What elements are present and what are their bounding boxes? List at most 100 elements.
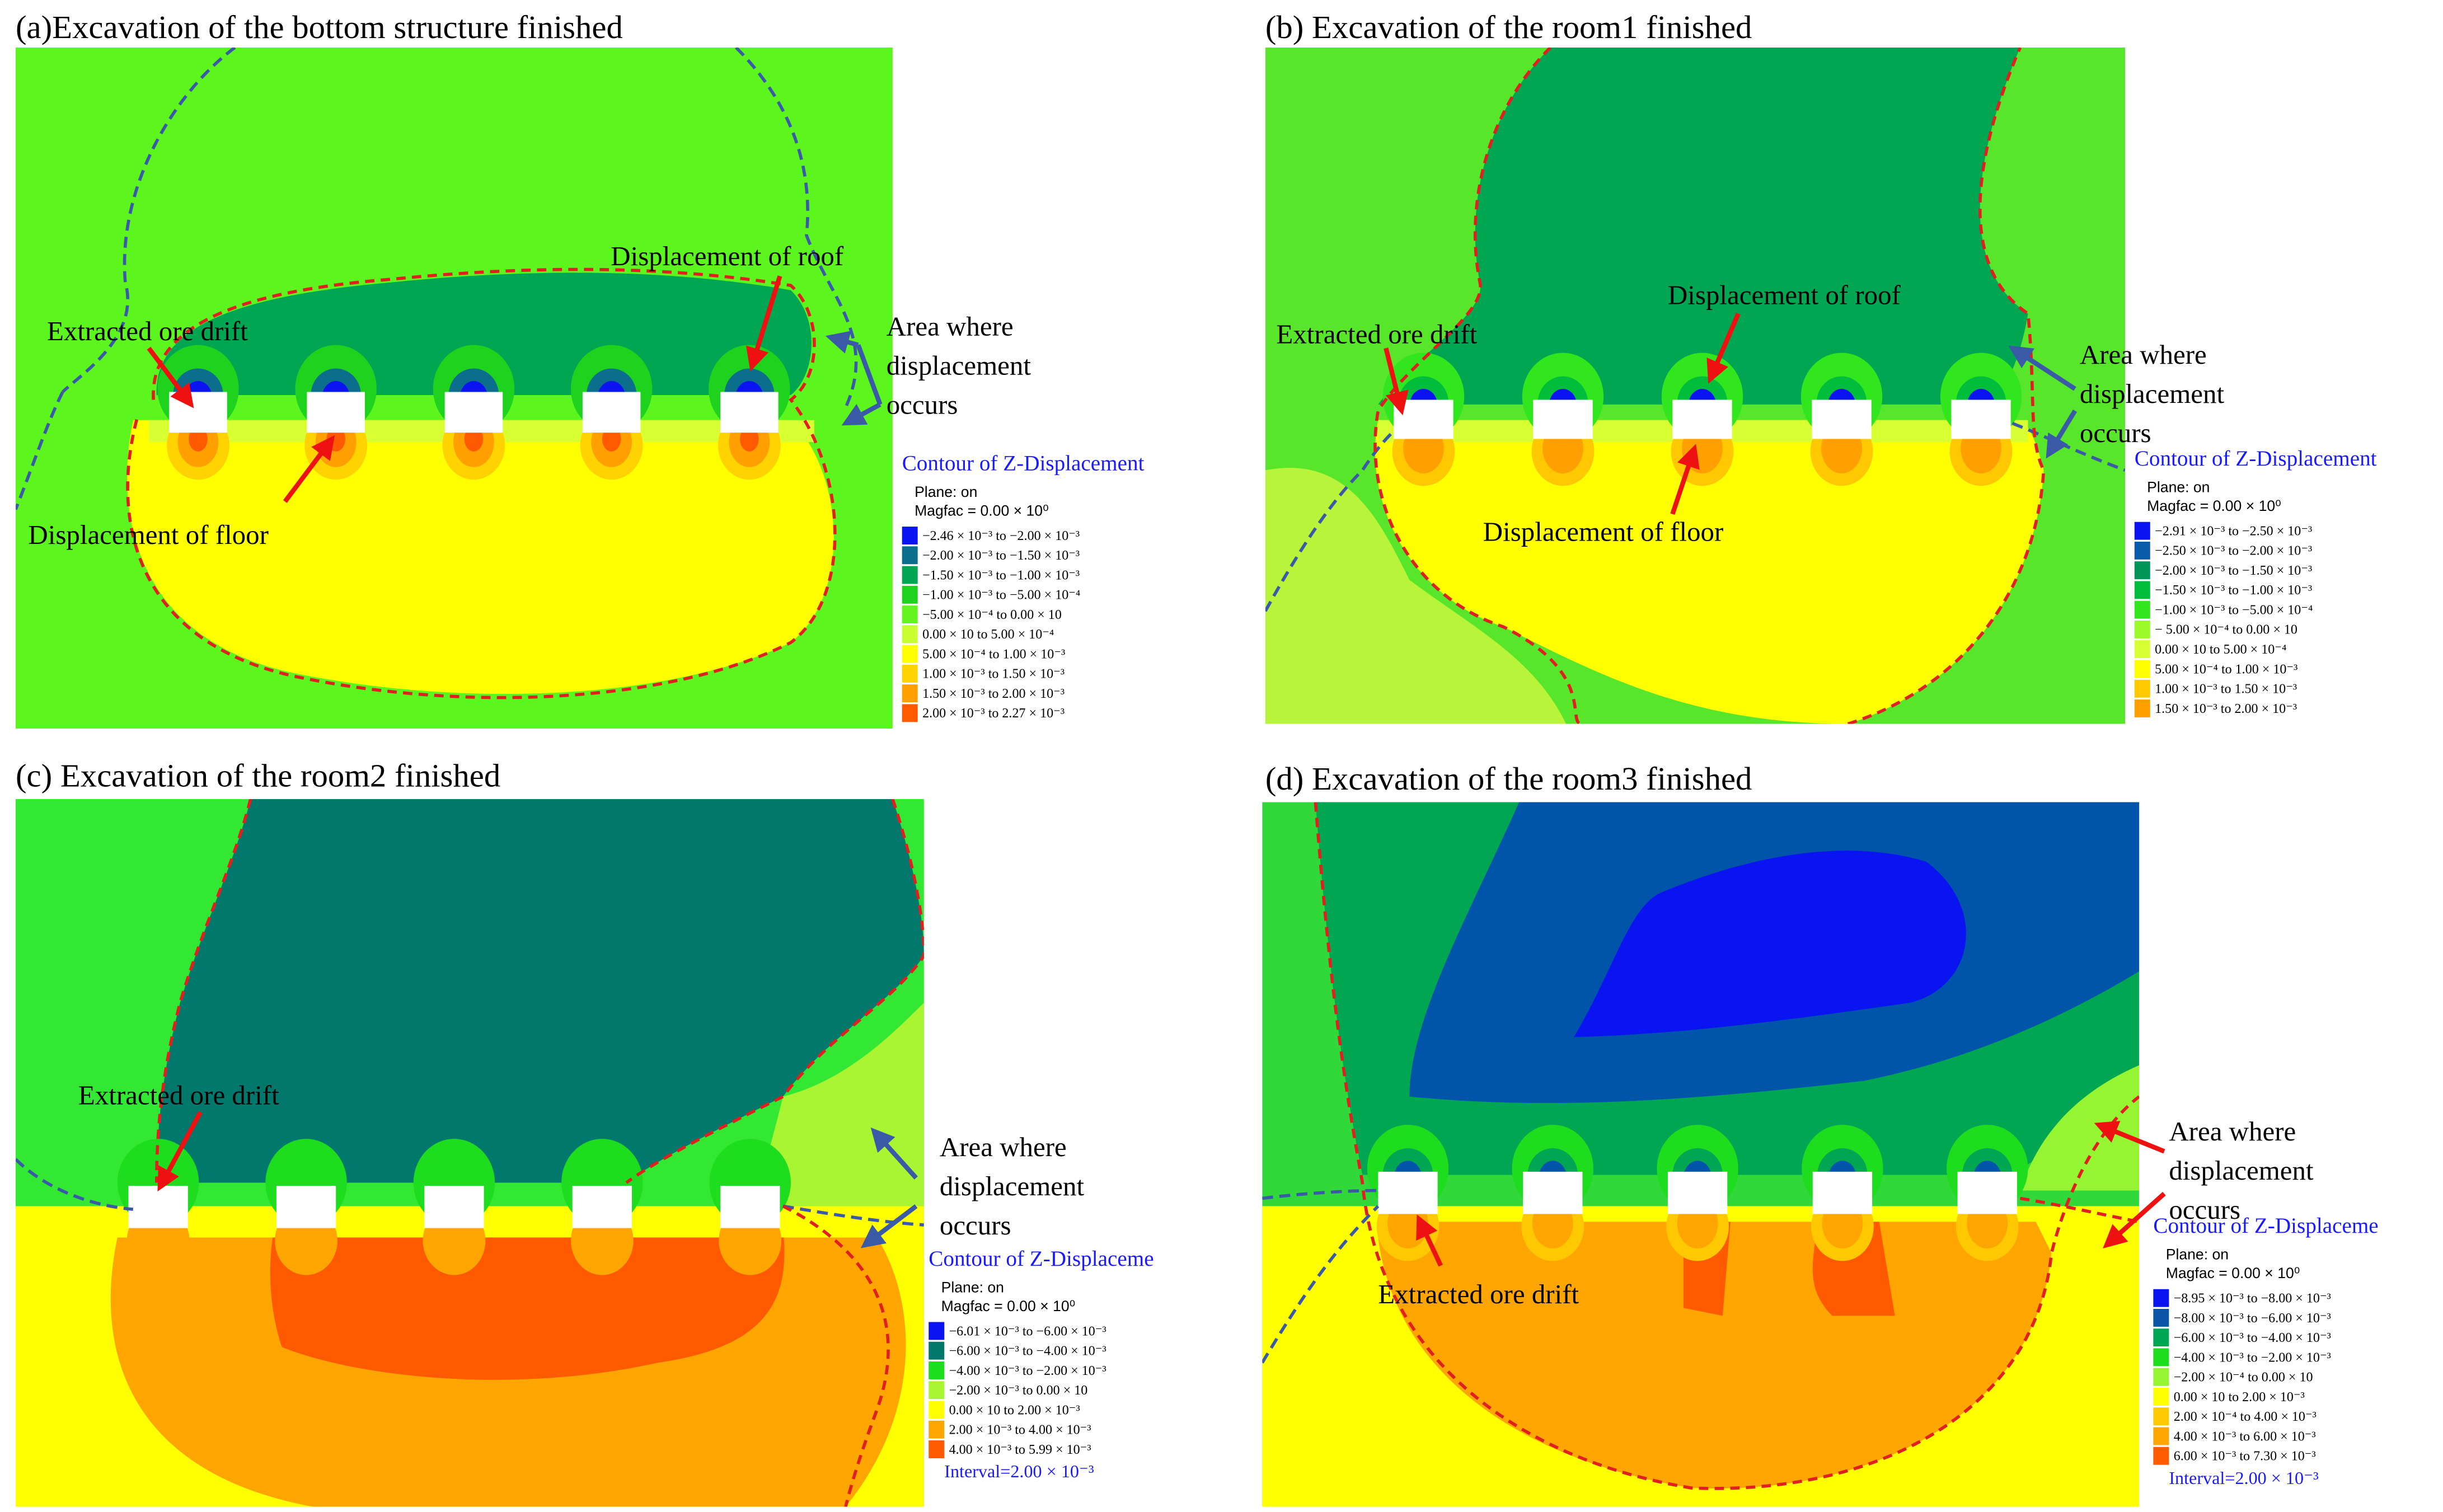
annotation: occurs <box>940 1210 1011 1241</box>
legend-title: Contour of Z-Displacement <box>2135 447 2377 471</box>
legend-title: Contour of Z-Displacement <box>902 451 1145 475</box>
ore-drift <box>1667 1171 1728 1214</box>
legend-swatch <box>2134 522 2150 540</box>
legend-label: 2.00 × 10⁻³ to 4.00 × 10⁻³ <box>949 1423 1091 1438</box>
legend-interval: Interval=2.00 × 10⁻³ <box>944 1461 1094 1481</box>
annotation: Extracted ore drift <box>1276 319 1477 350</box>
annotation: displacement <box>887 350 1031 381</box>
legend-swatch <box>2153 1289 2169 1307</box>
ore-drift <box>1812 1171 1873 1214</box>
legend-label: 1.00 × 10⁻³ to 1.50 × 10⁻³ <box>2155 682 2297 697</box>
legend-plane: Plane: on <box>2166 1246 2229 1263</box>
arrows <box>147 275 2166 1267</box>
legend-swatch <box>2134 660 2150 678</box>
contour-plot <box>15 799 924 1507</box>
legend-swatch <box>2134 640 2150 659</box>
ore-drift <box>1378 1171 1438 1214</box>
annotation: displacement <box>2080 378 2225 409</box>
legend-interval: Interval=2.00 × 10⁻³ <box>2169 1468 2319 1488</box>
annotation: Displacement of floor <box>1483 516 1724 547</box>
legend-label: 1.00 × 10⁻³ to 1.50 × 10⁻³ <box>922 667 1065 682</box>
annotation: occurs <box>2169 1194 2240 1225</box>
annotation: Extracted ore drift <box>78 1080 279 1111</box>
panel-title: (d) Excavation of the room3 finished <box>1265 760 1752 797</box>
legend-title: Contour of Z-Displaceme <box>2153 1214 2378 1238</box>
legend-label: 6.00 × 10⁻³ to 7.30 × 10⁻³ <box>2174 1449 2316 1464</box>
legend-swatch <box>2153 1388 2169 1406</box>
panel-title: (a)Excavation of the bottom structure fi… <box>16 9 623 45</box>
legend-label: −6.01 × 10⁻³ to −6.00 × 10⁻³ <box>949 1324 1106 1339</box>
legend-swatch <box>2134 581 2150 599</box>
annotation: Area where <box>2080 339 2207 370</box>
legend-swatch <box>902 566 918 584</box>
ore-drift <box>582 392 641 433</box>
legend-swatch <box>929 1322 945 1340</box>
legend-label: −4.00 × 10⁻³ to −2.00 × 10⁻³ <box>949 1364 1106 1378</box>
legend-swatch <box>902 527 918 544</box>
annotation: displacement <box>940 1171 1085 1201</box>
ore-drift <box>307 392 365 433</box>
ore-drift <box>1672 400 1732 439</box>
legend-swatch <box>902 645 918 663</box>
legend-swatch <box>902 684 918 703</box>
ore-drift <box>444 392 503 433</box>
legend-label: 1.50 × 10⁻³ to 2.00 × 10⁻³ <box>922 687 1065 701</box>
ore-drift <box>276 1186 336 1228</box>
legend-label: 1.50 × 10⁻³ to 2.00 × 10⁻³ <box>2155 702 2297 716</box>
legend-swatch <box>929 1420 945 1439</box>
contour-plot <box>15 47 893 729</box>
panel-title: (b) Excavation of the room1 finished <box>1265 9 1752 45</box>
legend-label: −5.00 × 10⁻⁴ to 0.00 × 10 <box>922 608 1062 622</box>
legend-magfac: Magfac = 0.00 × 10⁰ <box>941 1298 1076 1314</box>
legend-swatch <box>902 546 918 565</box>
panel-title: (c) Excavation of the room2 finished <box>16 758 500 794</box>
legend-label: −2.00 × 10⁻⁴ to 0.00 × 10 <box>2174 1370 2313 1385</box>
ore-drift <box>169 392 227 433</box>
legend-swatch <box>2134 600 2150 619</box>
legend-swatch <box>929 1401 945 1419</box>
ore-drift <box>1533 400 1593 439</box>
legend-plane: Plane: on <box>941 1279 1004 1295</box>
legend-label: −2.91 × 10⁻³ to −2.50 × 10⁻³ <box>2155 524 2312 538</box>
legend-swatch <box>2134 541 2150 560</box>
legend-label: −2.46 × 10⁻³ to −2.00 × 10⁻³ <box>922 529 1080 543</box>
legend-magfac: Magfac = 0.00 × 10⁰ <box>2166 1265 2300 1281</box>
legend-label: − 5.00 × 10⁻⁴ to 0.00 × 10 <box>2155 623 2297 637</box>
annotation: Displacement of floor <box>28 519 269 550</box>
legend-label: −1.50 × 10⁻³ to −1.00 × 10⁻³ <box>2155 583 2312 598</box>
legend-magfac: Magfac = 0.00 × 10⁰ <box>2147 497 2281 514</box>
annotation: Displacement of roof <box>611 241 844 271</box>
legend-swatch <box>2134 620 2150 638</box>
legend-swatch <box>929 1440 945 1458</box>
legend-swatch <box>902 704 918 722</box>
legend-label: 5.00 × 10⁻⁴ to 1.00 × 10⁻³ <box>2155 662 2297 677</box>
legend-label: 4.00 × 10⁻³ to 6.00 × 10⁻³ <box>2174 1429 2316 1444</box>
legend-label: −8.00 × 10⁻³ to −6.00 × 10⁻³ <box>2174 1311 2331 1326</box>
ore-drift <box>1957 1171 2017 1214</box>
legend-label: −2.00 × 10⁻³ to −1.50 × 10⁻³ <box>2155 564 2312 578</box>
legend-swatch <box>2134 561 2150 580</box>
ore-drift <box>1812 400 1872 439</box>
ore-drift <box>1523 1171 1583 1214</box>
contour-plot <box>1265 47 2125 724</box>
legend-label: −1.00 × 10⁻³ to −5.00 × 10⁻⁴ <box>2155 603 2313 617</box>
legend-swatch <box>902 605 918 624</box>
legend-swatch <box>2134 699 2150 717</box>
legend-label: −2.00 × 10⁻³ to −1.50 × 10⁻³ <box>922 548 1080 563</box>
legend-swatch <box>902 625 918 644</box>
legend-label: −6.00 × 10⁻³ to −4.00 × 10⁻³ <box>949 1344 1106 1359</box>
legend-plane: Plane: on <box>915 483 977 500</box>
annotation: Extracted ore drift <box>1378 1279 1579 1309</box>
legend-swatch <box>2153 1368 2169 1386</box>
annotation: displacement <box>2169 1155 2314 1186</box>
legend-swatch <box>902 585 918 604</box>
legend-label: 4.00 × 10⁻³ to 5.99 × 10⁻³ <box>949 1443 1091 1457</box>
legend-swatch <box>2153 1427 2169 1445</box>
annotation: occurs <box>2080 417 2151 448</box>
legend-swatch <box>2153 1309 2169 1327</box>
legend-swatch <box>929 1381 945 1400</box>
legend-label: −1.50 × 10⁻³ to −1.00 × 10⁻³ <box>922 568 1080 583</box>
legend-label: 0.00 × 10 to 5.00 × 10⁻⁴ <box>922 627 1054 642</box>
legend-swatch <box>2153 1447 2169 1465</box>
